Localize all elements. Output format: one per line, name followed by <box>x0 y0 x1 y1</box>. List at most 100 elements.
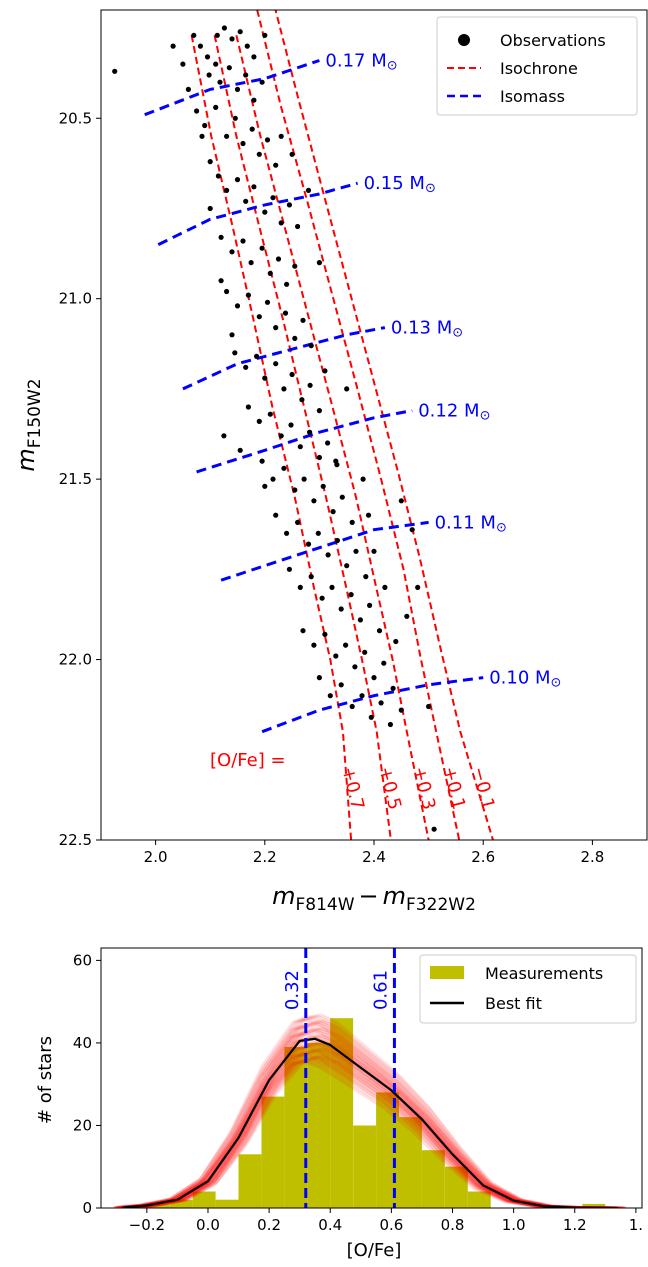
observation-point <box>206 72 212 78</box>
cmd-panel: +0.7 +0.5 +0.3 +0.1−0.1 0.17 M⊙ 0.15 M⊙ 0.13 M… <box>12 9 648 915</box>
observation-point <box>281 386 287 392</box>
observation-point <box>229 249 235 255</box>
observation-point <box>390 685 396 692</box>
observation-point <box>278 133 284 139</box>
observation-point <box>343 642 349 648</box>
histogram-bar <box>169 1199 193 1208</box>
observation-point <box>243 72 249 78</box>
observation-point <box>249 126 255 132</box>
observation-point <box>307 429 313 435</box>
isomass-label: 0.15 M⊙ <box>364 173 436 196</box>
observation-point <box>234 303 241 309</box>
histogram-bar <box>146 1203 170 1208</box>
observation-point <box>297 444 303 450</box>
x-tick-label: 1.0 <box>502 1216 526 1234</box>
fit-sample-curve <box>114 1046 611 1208</box>
histogram-bar <box>399 1117 422 1208</box>
observation-point <box>217 79 223 85</box>
histogram-panel: 0.32 0.61 −0.2 0.0 0.2 0.4 0.6 0.8 1.0 1.2 1. 0 20… <box>35 947 643 1261</box>
observation-point <box>311 642 317 648</box>
isochrone-label: +0.1 <box>438 764 469 812</box>
observation-point <box>267 411 273 417</box>
cmd-x-axis-label: mF814W − mF322W2 <box>272 882 476 915</box>
cmd-x-ticks: 2.0 2.2 2.4 2.6 2.8 <box>144 840 604 866</box>
isochrone-label: +0.5 <box>374 764 405 812</box>
isochrone-line <box>274 10 494 840</box>
fit-sample-curve <box>129 1034 625 1208</box>
isomass-label: 0.12 M⊙ <box>418 401 490 424</box>
observation-point <box>334 537 340 544</box>
reference-vline-label: 0.61 <box>370 970 391 1010</box>
fit-sample-curve <box>119 1058 616 1208</box>
isomass-line <box>157 181 359 246</box>
observation-point <box>300 628 306 634</box>
x-tick-label: 0.2 <box>257 1216 281 1234</box>
observation-point <box>259 79 265 85</box>
observation-point <box>363 574 369 580</box>
observation-point <box>244 43 250 49</box>
observation-point <box>362 649 368 655</box>
histogram-axes-frame <box>100 947 643 1209</box>
observation-point <box>191 32 197 38</box>
observation-point <box>112 68 118 74</box>
isomass-line <box>220 520 429 582</box>
fit-sample-curve <box>114 1025 610 1208</box>
observation-point <box>229 36 235 42</box>
x-tick-label: 0.8 <box>441 1216 465 1234</box>
observation-point <box>284 281 290 287</box>
observation-point <box>322 631 328 637</box>
observation-point <box>352 664 358 670</box>
x-tick-label: 2.6 <box>471 848 495 866</box>
observation-point <box>251 184 257 190</box>
observation-point <box>180 61 186 67</box>
observation-point <box>292 335 298 341</box>
fit-sample-curve <box>126 1028 623 1208</box>
observation-point <box>415 584 421 591</box>
observation-point <box>240 140 246 147</box>
y-tick-label: 21.5 <box>59 470 92 488</box>
y-tick-label: 22.5 <box>59 831 92 849</box>
observation-point <box>288 422 294 428</box>
cmd-legend: Observations Isochrone Isomass <box>436 16 638 116</box>
legend-measurements-label: Measurements <box>485 964 603 983</box>
x-tick-label: 2.8 <box>580 848 604 866</box>
observation-point <box>311 498 317 504</box>
fit-sample-curve <box>131 1040 627 1208</box>
legend-observations-marker <box>458 34 470 46</box>
observation-point <box>275 256 282 262</box>
fit-sample-curve <box>130 1047 626 1208</box>
observation-point <box>292 263 298 269</box>
observation-point <box>300 317 306 323</box>
observation-point <box>213 61 219 67</box>
observation-point <box>248 260 254 266</box>
observation-point <box>308 574 314 580</box>
observation-point <box>316 454 322 461</box>
observation-point <box>371 675 377 681</box>
observation-point <box>232 350 238 356</box>
y-tick-label: 40 <box>73 1034 92 1052</box>
observation-point <box>333 458 339 464</box>
isochrone-label: +0.7 <box>337 764 368 812</box>
observation-point <box>234 86 241 92</box>
observation-point <box>251 97 257 103</box>
isomass-label: 0.17 M⊙ <box>325 51 397 74</box>
observation-point <box>267 270 273 276</box>
observation-point <box>264 137 271 143</box>
histogram-bar <box>353 1125 377 1208</box>
observation-point <box>301 476 307 482</box>
fit-sample-curve <box>114 1053 610 1208</box>
observation-point <box>292 487 298 493</box>
histogram-bar <box>192 1191 216 1208</box>
cmd-y-ticks: 20.5 21.0 21.5 22.0 22.5 <box>59 109 101 849</box>
reference-line-labels: 0.32 0.61 <box>282 970 392 1010</box>
observation-point <box>339 494 345 500</box>
observation-point <box>367 602 373 609</box>
observation-point <box>382 584 388 591</box>
isomass-line <box>196 409 413 474</box>
observation-point <box>232 115 238 121</box>
isochrone-line <box>256 10 461 840</box>
observation-point <box>264 299 271 305</box>
observation-point <box>262 32 268 38</box>
observation-point <box>215 173 221 179</box>
legend-measurements-swatch <box>430 966 464 979</box>
